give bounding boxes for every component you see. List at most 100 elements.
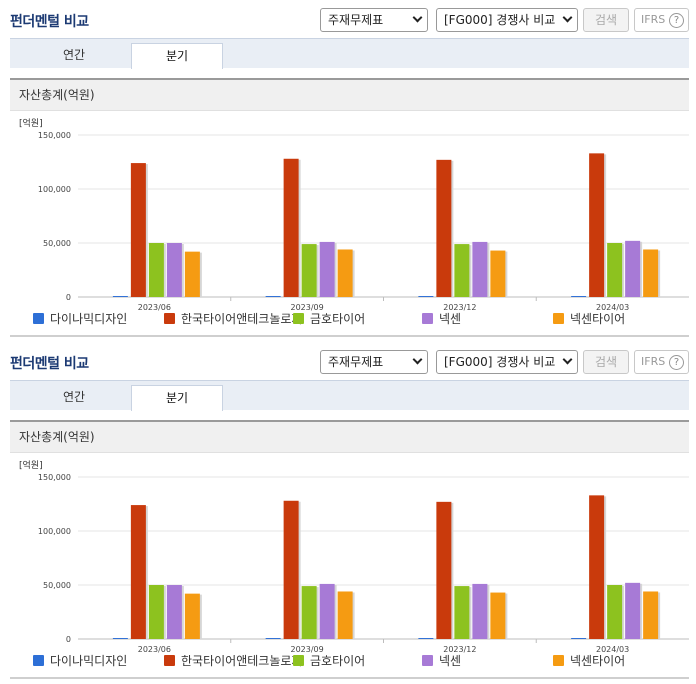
legend-label: 한국타이어앤테크놀로지 xyxy=(181,654,303,668)
bar-1 xyxy=(571,296,587,297)
ifrs-button[interactable]: IFRS ? xyxy=(634,350,689,374)
legend-item[interactable]: 넥센타이어 xyxy=(553,312,625,326)
ifrs-label: IFRS xyxy=(641,355,666,368)
bar-1 xyxy=(418,296,434,297)
legend-label: 금호타이어 xyxy=(310,312,366,326)
bar-1 xyxy=(571,638,587,639)
legend-swatch xyxy=(164,655,175,666)
chevron-down-icon xyxy=(412,354,423,365)
legend-swatch xyxy=(293,655,304,666)
bar-chart: [억원] 0 50,000 100,000 150,000 2023/06 2023/09 2… xyxy=(19,459,689,653)
chart-header: 자산총계(억원) xyxy=(10,80,689,111)
x-tick-label: 2023/09 xyxy=(291,645,324,653)
legend-swatch xyxy=(422,655,433,666)
statement-select-value: 주재무제표 xyxy=(328,355,384,369)
tab-quarterly[interactable]: 분기 xyxy=(131,43,223,69)
legend-label: 넥센타이어 xyxy=(570,312,626,326)
search-button[interactable]: 검색 xyxy=(583,350,629,374)
fundamental-panel-1: 펀더멘털 비교 주재무제표 [FG000] 경쟁사 비교 검색 IFRS ? 연… xyxy=(10,8,689,337)
bar-2 xyxy=(436,501,452,639)
legend-item[interactable]: 넥센 xyxy=(422,654,461,668)
bar-3 xyxy=(301,586,317,639)
chart-header: 자산총계(억원) xyxy=(10,422,689,453)
y-tick-label: 50,000 xyxy=(43,239,71,248)
tab-annual[interactable]: 연간 xyxy=(62,390,86,404)
help-icon[interactable]: ? xyxy=(669,355,684,370)
x-tick-label: 2024/03 xyxy=(596,645,629,653)
tab-annual[interactable]: 연간 xyxy=(62,48,86,62)
bar-4 xyxy=(319,241,335,297)
period-tabs: 연간 분기 xyxy=(10,380,689,411)
bar-2 xyxy=(436,159,452,297)
chevron-down-icon xyxy=(562,354,573,365)
compare-select-value: [FG000] 경쟁사 비교 xyxy=(444,13,556,27)
asset-chart-box: 자산총계(억원) [억원] 0 50,000 100,000 150,000 2023/0… xyxy=(10,78,689,337)
statement-select-value: 주재무제표 xyxy=(328,13,384,27)
legend-item[interactable]: 다이나믹디자인 xyxy=(33,312,127,326)
legend-swatch xyxy=(164,313,175,324)
y-tick-label: 50,000 xyxy=(43,581,71,590)
chevron-down-icon xyxy=(412,12,423,23)
legend-label: 다이나믹디자인 xyxy=(50,654,128,668)
bar-1 xyxy=(265,638,281,639)
search-button[interactable]: 검색 xyxy=(583,8,629,32)
legend-item[interactable]: 한국타이어앤테크놀로지 xyxy=(164,312,302,326)
bar-2 xyxy=(589,495,605,639)
period-tabs: 연간 분기 xyxy=(10,38,689,69)
legend-label: 금호타이어 xyxy=(310,654,366,668)
legend-label: 다이나믹디자인 xyxy=(50,312,128,326)
bar-4 xyxy=(166,585,182,639)
legend-label: 넥센타이어 xyxy=(570,654,626,668)
legend-item[interactable]: 다이나믹디자인 xyxy=(33,654,127,668)
panel-title: 펀더멘털 비교 xyxy=(10,14,89,30)
chart-legend: 다이나믹디자인 한국타이어앤테크놀로지 금호타이어 넥센 넥센타이어 xyxy=(10,312,689,330)
bar-5 xyxy=(643,249,659,297)
bar-3 xyxy=(454,244,470,297)
bar-2 xyxy=(283,158,299,297)
fundamental-panel-2: 펀더멘털 비교 주재무제표 [FG000] 경쟁사 비교 검색 IFRS ? 연… xyxy=(0,342,696,684)
bar-4 xyxy=(625,240,641,297)
legend-label: 넥센 xyxy=(439,312,462,326)
bar-3 xyxy=(607,585,623,639)
bar-2 xyxy=(283,500,299,639)
bar-2 xyxy=(130,505,146,639)
tab-quarterly[interactable]: 분기 xyxy=(131,385,223,411)
legend-item[interactable]: 넥센타이어 xyxy=(553,654,625,668)
legend-item[interactable]: 금호타이어 xyxy=(293,654,365,668)
bar-2 xyxy=(589,153,605,297)
legend-item[interactable]: 금호타이어 xyxy=(293,312,365,326)
y-unit-label: [억원] xyxy=(19,459,43,471)
y-tick-label: 150,000 xyxy=(38,131,71,140)
compare-select[interactable]: [FG000] 경쟁사 비교 xyxy=(436,350,578,374)
y-tick-label: 0 xyxy=(66,635,71,644)
bar-5 xyxy=(337,249,353,297)
x-tick-label: 2023/12 xyxy=(443,645,476,653)
ifrs-button[interactable]: IFRS ? xyxy=(634,8,689,32)
legend-item[interactable]: 한국타이어앤테크놀로지 xyxy=(164,654,302,668)
bar-3 xyxy=(148,585,164,639)
x-tick-label: 2023/06 xyxy=(138,303,171,311)
bar-5 xyxy=(337,591,353,639)
legend-label: 한국타이어앤테크놀로지 xyxy=(181,312,303,326)
statement-select[interactable]: 주재무제표 xyxy=(320,350,428,374)
bar-3 xyxy=(301,244,317,297)
compare-select[interactable]: [FG000] 경쟁사 비교 xyxy=(436,8,578,32)
legend-swatch xyxy=(33,655,44,666)
legend-label: 넥센 xyxy=(439,654,462,668)
bar-2 xyxy=(130,163,146,297)
legend-swatch xyxy=(422,313,433,324)
bar-1 xyxy=(112,296,128,297)
legend-item[interactable]: 넥센 xyxy=(422,312,461,326)
bar-4 xyxy=(319,583,335,639)
chart-legend: 다이나믹디자인 한국타이어앤테크놀로지 금호타이어 넥센 넥센타이어 xyxy=(10,654,689,672)
compare-select-value: [FG000] 경쟁사 비교 xyxy=(444,355,556,369)
statement-select[interactable]: 주재무제표 xyxy=(320,8,428,32)
help-icon[interactable]: ? xyxy=(669,13,684,28)
chevron-down-icon xyxy=(562,12,573,23)
y-tick-label: 100,000 xyxy=(38,527,71,536)
y-tick-label: 100,000 xyxy=(38,185,71,194)
x-tick-label: 2023/09 xyxy=(291,303,324,311)
y-tick-label: 150,000 xyxy=(38,473,71,482)
bar-4 xyxy=(472,241,488,297)
bar-4 xyxy=(166,243,182,297)
